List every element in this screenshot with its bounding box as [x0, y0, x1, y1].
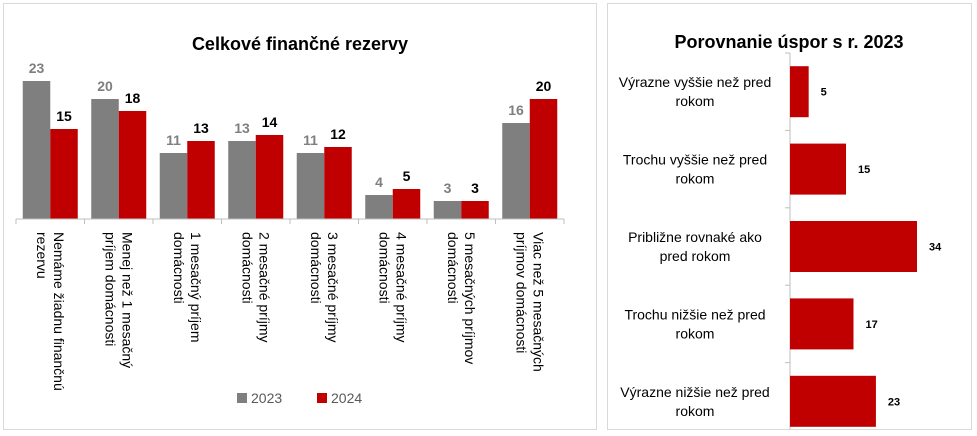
category-label-line: príjmov domácnosti [513, 232, 529, 353]
legend-label-2023: 2023 [251, 390, 282, 406]
category-label-line: 3 mesačné príjmy [325, 232, 341, 342]
bar-2 [790, 221, 917, 272]
category-label-0-line-0: Výrazne vyššie než pred [619, 74, 772, 90]
category-label-1-line-1: rokom [676, 171, 715, 187]
data-label-2023-7: 16 [508, 102, 524, 118]
data-label-2023-4: 11 [303, 132, 318, 148]
bar-2023-4 [296, 153, 325, 219]
bar-2023-2 [159, 153, 188, 219]
bar-2023-5 [365, 195, 393, 219]
data-label-2024-4: 12 [330, 126, 346, 142]
bar-2024-1 [118, 111, 147, 219]
bar-2024-0 [50, 129, 78, 219]
legend-label-2024: 2024 [331, 390, 362, 406]
bar-2024-4 [324, 147, 352, 219]
data-label-0: 5 [821, 87, 827, 99]
bar-2024-7 [529, 99, 558, 219]
category-label-line: domácnosti [376, 232, 392, 304]
bar-2023-3 [228, 141, 256, 219]
category-label-line: 4 mesačné príjmy [393, 232, 409, 342]
data-label-3: 17 [866, 319, 878, 331]
category-label-3-line-0: Trochu nižšie než pred [624, 306, 765, 322]
data-label-2023-2: 11 [166, 132, 181, 148]
data-label-2024-7: 20 [536, 78, 552, 94]
legend-swatch-2023 [237, 393, 247, 403]
category-label-line: Viac než 5 mesačných [530, 232, 546, 372]
bar-2024-5 [392, 189, 421, 219]
category-label-2-line-1: pred rokom [660, 248, 731, 264]
data-label-2024-2: 13 [193, 120, 209, 136]
data-label-2023-0: 23 [29, 60, 45, 76]
data-label-2023-1: 20 [97, 78, 113, 94]
category-label-3-line-1: rokom [676, 325, 715, 341]
chart-title: Celkové finančné rezervy [192, 34, 408, 54]
category-label-line: domácnosti [239, 232, 255, 304]
bar-2023-6 [433, 201, 462, 219]
category-label-4-line-0: Výrazne nižšie než pred [620, 384, 769, 400]
data-label-2024-3: 14 [262, 114, 278, 130]
category-label-line: 2 mesačné príjmy [256, 232, 272, 342]
data-label-2023-3: 13 [234, 120, 250, 136]
bar-2024-3 [255, 135, 284, 219]
category-label-2-line-0: Približne rovnaké ako [628, 229, 762, 245]
category-label-line: domácnosti [308, 232, 324, 304]
data-label-2: 34 [929, 242, 942, 254]
data-label-2023-5: 4 [375, 174, 383, 190]
bar-4 [790, 375, 876, 427]
category-label-line: domácnosti [171, 232, 187, 304]
reserves-chart: Celkové finančné rezervy 23 20 11 13 11 4 3 16 15… [15, 34, 565, 406]
category-label-line: domácnosti [445, 232, 461, 304]
bar-2024-2 [187, 141, 215, 219]
reserves-chart-panel: Celkové finančné rezervy 23 20 11 13 11 4 3 16 15… [3, 3, 597, 430]
data-label-2024-1: 18 [125, 90, 141, 106]
category-label-line: 5 mesačných príjmov [462, 232, 478, 364]
bar-2023-1 [91, 99, 119, 219]
bar-2023-0 [22, 81, 51, 219]
data-label-2023-6: 3 [444, 180, 452, 196]
category-label-1-line-0: Trochu vyššie než pred [623, 152, 767, 168]
bar-2023-7 [502, 123, 530, 219]
category-label-0-line-1: rokom [676, 93, 715, 109]
category-label-line: rezervu [34, 232, 50, 279]
category-label-line: 1 mesačný príjem [188, 232, 204, 342]
bar-3 [790, 298, 854, 350]
data-label-2024-0: 15 [56, 108, 72, 124]
bar-2024-6 [461, 201, 489, 219]
data-label-1: 15 [858, 164, 870, 176]
data-label-2024-6: 3 [471, 180, 479, 196]
category-label-line: Nemáme žiadnu finančnú [51, 232, 67, 391]
data-label-4: 23 [888, 396, 900, 408]
legend-swatch-2024 [317, 393, 327, 403]
chart-title: Porovnanie úspor s r. 2023 [674, 32, 903, 52]
bar-0 [790, 66, 809, 118]
category-label-line: Menej než 1 mesačný [119, 232, 135, 368]
savings-chart-panel: Porovnanie úspor s r. 2023 5 Výrazne vyšši… [607, 3, 972, 436]
savings-chart: Porovnanie úspor s r. 2023 5 Výrazne vyšši… [619, 32, 942, 436]
category-label-4-line-1: rokom [676, 403, 715, 419]
category-label-line: príjem domácnosti [102, 232, 118, 346]
bar-1 [790, 143, 847, 195]
data-label-2024-5: 5 [403, 168, 411, 184]
